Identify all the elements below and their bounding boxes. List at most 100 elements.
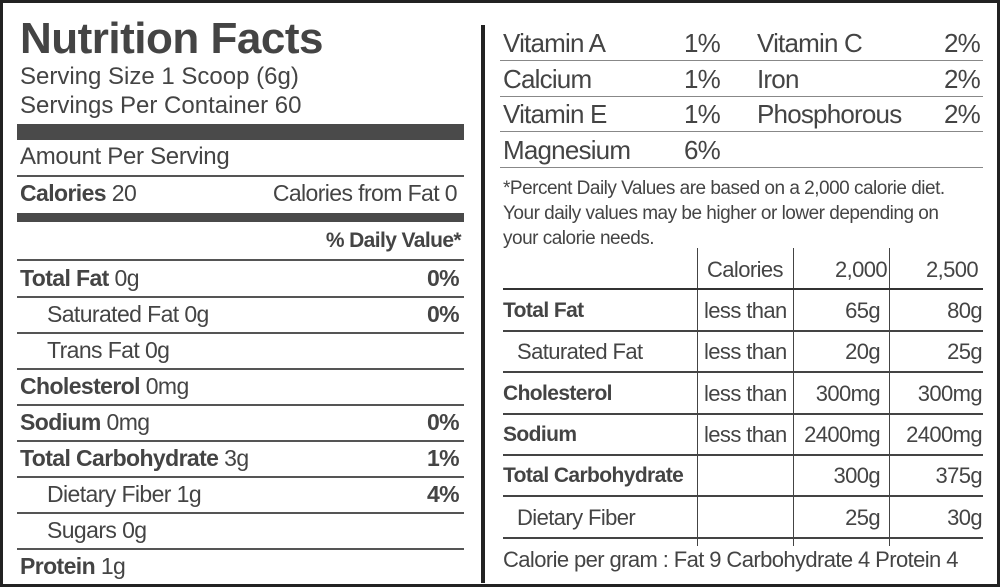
- vitamin-name: Calcium: [503, 63, 592, 94]
- nutrient-name: Cholesterol: [20, 373, 141, 399]
- vitamin-name: Iron: [757, 63, 799, 94]
- table-divider: [503, 288, 983, 290]
- label-title: Nutrition Facts: [20, 14, 323, 63]
- table-divider: [503, 495, 983, 498]
- table-value-2000: 20g: [845, 339, 881, 365]
- table-qualifier: less than: [704, 298, 787, 323]
- nutrient-row: Trans Fat 0g: [47, 337, 170, 363]
- table-column-divider: [793, 248, 794, 546]
- vitamin-dv: 2%: [944, 28, 981, 58]
- daily-value-header: % Daily Value*: [325, 229, 462, 252]
- serving-size: Serving Size 1 Scoop (6g): [20, 63, 299, 90]
- table-value-2500: 25g: [947, 339, 983, 365]
- nutrient-name: Trans Fat: [47, 337, 140, 363]
- nutrient-amount: 0g: [178, 301, 209, 327]
- nutrient-name: Protein: [20, 553, 96, 579]
- table-qualifier: less than: [704, 421, 787, 447]
- table-divider: [503, 412, 983, 415]
- table-column-divider: [889, 248, 890, 546]
- nutrient-name: Sugars: [47, 517, 117, 543]
- nutrient-amount: 0g: [139, 337, 170, 363]
- nutrient-row: Sugars 0g: [47, 517, 147, 543]
- medium-divider: [17, 213, 464, 222]
- nutrient-row: Saturated Fat 0g: [47, 301, 209, 327]
- table-row-label: Total Carbohydrate: [503, 464, 684, 488]
- nutrient-amount: 1g: [95, 553, 126, 579]
- vitamin-name: Vitamin E: [503, 99, 607, 129]
- nutrient-dv: 1%: [426, 445, 460, 471]
- table-value-2000: 25g: [845, 504, 881, 530]
- nutrient-amount: 0g: [108, 265, 140, 291]
- vitamin-dv: 1%: [684, 63, 721, 94]
- table-value-2500: 300mg: [917, 380, 983, 406]
- table-value-2000: 300g: [833, 463, 880, 489]
- footnote-line: your calorie needs.: [503, 228, 655, 249]
- table-value-2000: 2400mg: [804, 421, 881, 447]
- divider: [17, 259, 464, 261]
- vitamin-name: Magnesium: [503, 134, 631, 165]
- nutrient-name: Total Fat: [20, 265, 109, 291]
- calories-row: Calories 20: [20, 180, 137, 206]
- divider: [17, 296, 464, 298]
- divider: [17, 332, 464, 334]
- nutrient-row: Dietary Fiber 1g: [47, 481, 202, 507]
- table-divider: [503, 453, 983, 456]
- table-row-label: Total Fat: [503, 299, 584, 322]
- vitamin-dv: 1%: [684, 28, 721, 58]
- table-qualifier: less than: [704, 339, 787, 365]
- nutrient-dv: 0%: [426, 265, 460, 291]
- nutrient-name: Saturated Fat: [47, 301, 179, 327]
- nutrient-row: Sodium 0mg: [20, 409, 151, 435]
- table-header-cell: 2,500: [925, 257, 979, 282]
- nutrient-row: Total Fat 0g: [20, 265, 140, 291]
- divider: [500, 95, 983, 97]
- nutrient-name: Total Carbohydrate: [20, 445, 219, 471]
- vitamin-name: Phosphorous: [757, 99, 902, 129]
- table-row-label: Saturated Fat: [517, 339, 643, 365]
- nutrient-name: Dietary Fiber: [47, 481, 171, 507]
- divider: [500, 166, 983, 168]
- nutrient-dv: 4%: [426, 481, 460, 507]
- divider: [17, 404, 464, 406]
- footnote-line: *Percent Daily Values are based on a 2,0…: [503, 178, 945, 199]
- nutrient-amount: 0mg: [100, 409, 151, 435]
- column-divider: [481, 25, 485, 583]
- vitamin-name: Vitamin A: [503, 28, 606, 58]
- calorie-per-gram: Calorie per gram : Fat 9 Carbohydrate 4 …: [503, 547, 958, 572]
- nutrient-row: Total Carbohydrate 3g: [20, 445, 249, 471]
- divider: [17, 512, 464, 514]
- vitamin-name: Vitamin C: [757, 28, 863, 58]
- table-row-label: Cholesterol: [503, 381, 613, 405]
- calories-label: Calories: [20, 180, 107, 206]
- divider: [17, 548, 464, 550]
- table-qualifier: less than: [704, 380, 787, 406]
- divider: [500, 60, 983, 61]
- table-header-cell: Calories: [707, 257, 784, 282]
- table-header-cell: 2,000: [834, 257, 888, 282]
- table-divider: [503, 371, 983, 374]
- table-value-2500: 375g: [935, 463, 982, 489]
- table-row-label: Sodium: [503, 422, 577, 446]
- vitamin-dv: 2%: [944, 99, 981, 129]
- nutrient-row: Protein 1g: [20, 553, 126, 579]
- nutrient-amount: 0mg: [139, 373, 190, 399]
- divider: [17, 368, 464, 370]
- vitamin-dv: 2%: [944, 63, 981, 94]
- nutrient-amount: 3g: [218, 445, 249, 471]
- divider: [500, 131, 983, 132]
- nutrient-amount: 0g: [116, 517, 147, 543]
- calories-value: 20: [105, 180, 137, 206]
- amount-per-serving: Amount Per Serving: [20, 143, 230, 170]
- table-value-2500: 2400mg: [906, 421, 983, 447]
- nutrient-row: Cholesterol 0mg: [20, 373, 189, 399]
- table-row-label: Dietary Fiber: [517, 504, 636, 530]
- nutrient-name: Sodium: [20, 409, 101, 435]
- servings-per-container: Servings Per Container 60: [20, 92, 302, 119]
- nutrient-dv: 0%: [426, 301, 460, 327]
- table-value-2000: 65g: [845, 298, 881, 323]
- divider: [17, 476, 464, 478]
- table-value-2000: 300mg: [815, 380, 881, 406]
- table-value-2500: 80g: [947, 298, 983, 323]
- footnote-line: Your daily values may be higher or lower…: [503, 203, 939, 224]
